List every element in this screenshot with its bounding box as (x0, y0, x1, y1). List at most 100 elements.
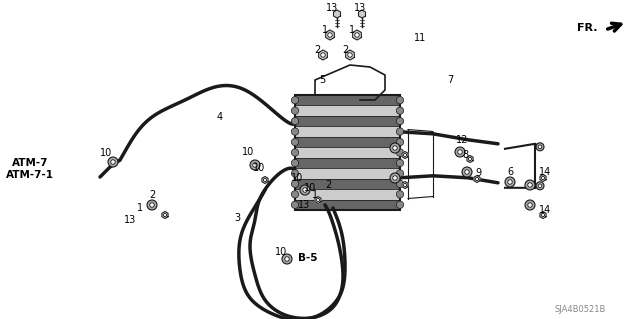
Circle shape (328, 33, 332, 37)
Text: 5: 5 (319, 75, 325, 85)
Text: 10: 10 (291, 173, 303, 183)
Circle shape (285, 257, 289, 261)
Text: 10: 10 (242, 147, 254, 157)
Circle shape (403, 153, 406, 157)
Bar (295, 179, 400, 189)
Circle shape (291, 201, 299, 208)
Circle shape (396, 97, 404, 104)
Polygon shape (540, 211, 546, 219)
Circle shape (396, 201, 404, 208)
Circle shape (396, 159, 404, 167)
Circle shape (396, 149, 404, 156)
Polygon shape (402, 182, 408, 189)
Circle shape (147, 200, 157, 210)
Circle shape (536, 182, 544, 190)
Text: 7: 7 (447, 75, 453, 85)
Circle shape (458, 150, 462, 154)
Bar (295, 95, 400, 210)
Text: 3: 3 (234, 213, 240, 223)
Circle shape (396, 138, 404, 146)
Circle shape (253, 163, 257, 167)
Circle shape (150, 203, 154, 207)
Text: 10: 10 (304, 183, 316, 193)
Circle shape (355, 33, 359, 37)
Circle shape (321, 53, 325, 57)
Bar (295, 200, 400, 210)
Polygon shape (402, 152, 408, 159)
Circle shape (541, 213, 545, 217)
Text: 10: 10 (253, 163, 265, 173)
Text: 6: 6 (507, 167, 513, 177)
Bar (295, 189, 400, 200)
Polygon shape (262, 176, 268, 183)
Circle shape (462, 167, 472, 177)
Bar (295, 116, 400, 126)
Circle shape (291, 191, 299, 198)
Text: 4: 4 (217, 112, 223, 122)
Circle shape (465, 170, 469, 174)
Polygon shape (474, 175, 480, 182)
Text: SJA4B0521B: SJA4B0521B (554, 306, 605, 315)
Polygon shape (319, 50, 327, 60)
Circle shape (108, 157, 118, 167)
Text: 1: 1 (322, 25, 328, 35)
Circle shape (538, 145, 542, 149)
Circle shape (528, 203, 532, 207)
Circle shape (390, 173, 400, 183)
Circle shape (291, 180, 299, 188)
Text: ATM-7-1: ATM-7-1 (6, 170, 54, 180)
Polygon shape (162, 211, 168, 219)
Text: 14: 14 (539, 205, 551, 215)
Text: 10: 10 (100, 148, 112, 158)
Polygon shape (358, 10, 365, 18)
Circle shape (468, 157, 472, 160)
Circle shape (303, 188, 307, 192)
Circle shape (538, 184, 542, 188)
Bar (295, 106, 400, 116)
Text: 11: 11 (414, 33, 426, 43)
Circle shape (393, 146, 397, 150)
Circle shape (291, 117, 299, 125)
Polygon shape (467, 155, 473, 162)
Circle shape (163, 213, 166, 217)
Text: 2: 2 (149, 190, 155, 200)
Circle shape (291, 170, 299, 177)
Circle shape (396, 128, 404, 135)
Text: 1: 1 (349, 25, 355, 35)
Circle shape (291, 128, 299, 135)
Bar (295, 95, 400, 106)
Text: 8: 8 (462, 150, 468, 160)
Circle shape (291, 107, 299, 114)
Text: 13: 13 (326, 3, 338, 13)
Text: 12: 12 (456, 135, 468, 145)
Bar (295, 168, 400, 179)
Text: FR.: FR. (577, 23, 598, 33)
Polygon shape (326, 30, 334, 40)
Text: 13: 13 (124, 215, 136, 225)
Circle shape (403, 183, 406, 187)
Circle shape (455, 147, 465, 157)
Circle shape (525, 180, 535, 190)
Circle shape (525, 200, 535, 210)
Circle shape (476, 177, 479, 181)
Text: 2: 2 (314, 45, 320, 55)
Text: 13: 13 (298, 200, 310, 210)
Circle shape (348, 53, 352, 57)
Circle shape (505, 177, 515, 187)
Circle shape (541, 176, 545, 180)
Text: 2: 2 (342, 45, 348, 55)
Circle shape (300, 185, 310, 195)
Polygon shape (333, 10, 340, 18)
Circle shape (111, 160, 115, 164)
Circle shape (396, 117, 404, 125)
Polygon shape (346, 50, 355, 60)
Circle shape (396, 170, 404, 177)
Text: ATM-7: ATM-7 (12, 158, 48, 168)
Circle shape (264, 178, 267, 182)
Text: 13: 13 (354, 3, 366, 13)
Circle shape (250, 160, 260, 170)
Circle shape (291, 159, 299, 167)
Circle shape (536, 143, 544, 151)
Circle shape (508, 180, 512, 184)
Circle shape (396, 180, 404, 188)
